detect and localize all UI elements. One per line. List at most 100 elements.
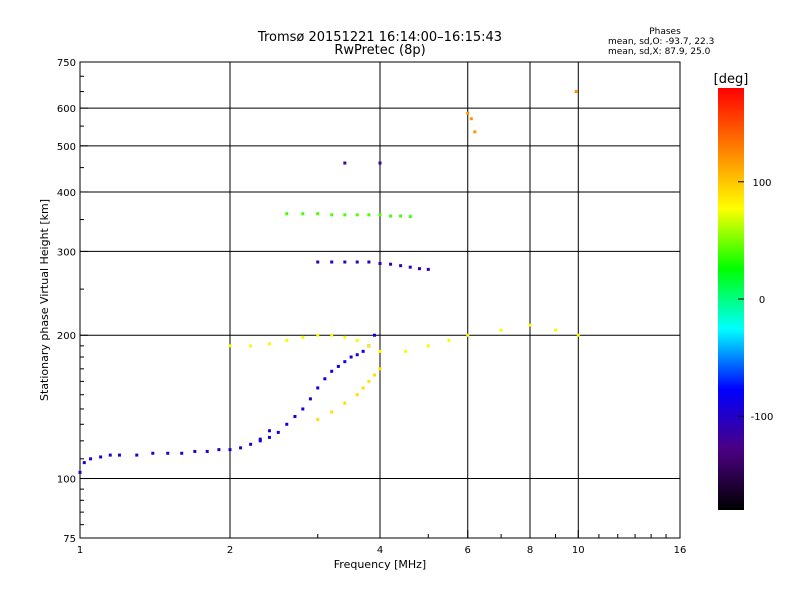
data-point [367, 260, 371, 264]
y-tick-label: 300 [57, 247, 76, 258]
data-point [408, 215, 412, 219]
data-point [403, 349, 407, 353]
data-point [151, 451, 155, 455]
data-point [499, 328, 503, 332]
y-axis-label: Stationary phase Virtual Height [km] [38, 199, 51, 401]
x-axis-label: Frequency [MHz] [334, 558, 426, 571]
data-point [249, 442, 253, 446]
x-tick-label: 6 [465, 545, 471, 556]
y-tick-label: 400 [57, 188, 76, 199]
data-point [330, 333, 334, 337]
data-point [574, 90, 578, 94]
colorbar: [deg] 100 0 -100 [714, 72, 773, 510]
y-tick-label: 500 [57, 142, 76, 153]
data-point [108, 453, 112, 457]
data-point [553, 328, 557, 332]
data-point [82, 461, 86, 465]
data-point [378, 161, 382, 165]
data-point [267, 435, 271, 439]
data-point [336, 364, 340, 368]
data-point [99, 455, 103, 459]
y-tick-label: 75 [63, 534, 76, 545]
data-point [249, 344, 253, 348]
data-point [378, 349, 382, 353]
colorbar-tick-label: 0 [759, 295, 765, 306]
data-point [361, 349, 365, 353]
data-point [330, 410, 334, 414]
data-point [343, 360, 347, 364]
data-point [217, 448, 221, 452]
data-point [466, 111, 470, 115]
y-tick-label: 200 [57, 331, 76, 342]
x-axis: 1 2 4 6 8 10 16 [77, 530, 687, 556]
data-point [528, 323, 532, 327]
chart-subtitle: RwPretec (8p) [334, 43, 425, 58]
data-point [367, 213, 371, 217]
data-point [285, 212, 289, 216]
stats-line-x: mean, sd,X: 87.9, 25.0 [608, 47, 711, 57]
data-point [373, 333, 377, 337]
colorbar-label: [deg] [714, 72, 749, 87]
data-point [228, 448, 232, 452]
grid-lines [80, 62, 680, 538]
data-point [330, 213, 334, 217]
data-point [399, 214, 403, 218]
data-point [355, 393, 359, 397]
data-point [466, 333, 470, 337]
x-tick-label: 8 [527, 545, 533, 556]
data-point [180, 451, 184, 455]
data-point [447, 338, 451, 342]
data-point [258, 439, 262, 443]
x-tick-label: 16 [674, 545, 687, 556]
data-point [355, 213, 359, 217]
data-point [426, 267, 430, 271]
data-point [285, 422, 289, 426]
data-point [135, 453, 139, 457]
data-point [349, 355, 353, 359]
data-point [228, 344, 232, 348]
data-point [293, 414, 297, 418]
data-point [399, 264, 403, 268]
stats-heading: Phases [649, 27, 681, 37]
data-point [316, 260, 320, 264]
data-point [89, 457, 93, 461]
y-tick-label: 750 [57, 58, 76, 69]
colorbar-tick-label: 100 [752, 178, 771, 189]
data-point [258, 437, 262, 441]
data-point [378, 261, 382, 265]
data-point [343, 213, 347, 217]
data-point [389, 262, 393, 266]
data-point [417, 267, 421, 271]
data-point [316, 333, 320, 337]
y-tick-label: 600 [57, 104, 76, 115]
data-point [316, 212, 320, 216]
data-point [308, 397, 312, 401]
data-point [276, 430, 280, 434]
data-point [301, 407, 305, 411]
data-point [355, 260, 359, 264]
data-point [408, 265, 412, 269]
data-point [355, 338, 359, 342]
plot-area [78, 61, 681, 539]
data-point [267, 429, 271, 433]
data-point [285, 338, 289, 342]
data-point [205, 449, 209, 453]
data-point [301, 335, 305, 339]
data-point [373, 373, 377, 377]
data-point [367, 379, 371, 383]
data-point [378, 213, 382, 217]
data-point [330, 369, 334, 373]
data-point [355, 353, 359, 357]
data-points [78, 90, 580, 474]
data-point [117, 453, 121, 457]
data-point [193, 449, 197, 453]
data-point [389, 214, 393, 218]
x-tick-label: 4 [377, 545, 383, 556]
data-point [267, 342, 271, 346]
data-point [316, 386, 320, 390]
data-point [166, 451, 170, 455]
data-point [367, 344, 371, 348]
stats-line-o: mean, sd,O: -93.7, 22.3 [608, 37, 714, 47]
data-point [239, 446, 243, 450]
